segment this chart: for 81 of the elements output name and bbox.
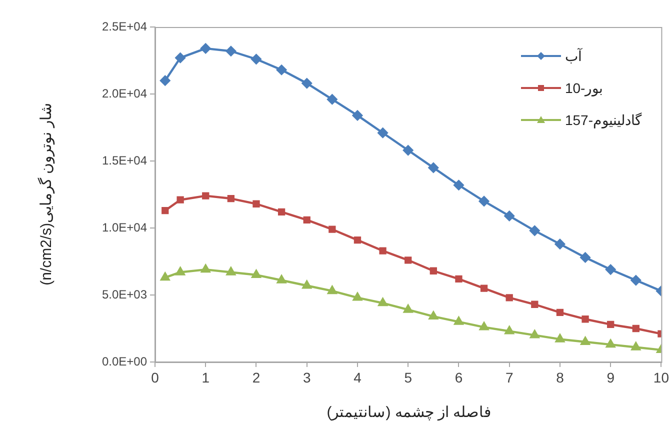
- point: [328, 226, 336, 233]
- point: [580, 336, 590, 345]
- point: [580, 252, 590, 263]
- point: [554, 238, 566, 250]
- point: [354, 236, 362, 244]
- point: [162, 207, 169, 214]
- x-tick-label: 8: [556, 369, 564, 386]
- x-tick-label: 3: [302, 369, 311, 386]
- point: [328, 286, 337, 294]
- x-tick-label: 10: [653, 369, 670, 386]
- point: [531, 300, 538, 308]
- point: [379, 247, 386, 254]
- point: [454, 316, 464, 325]
- y-tick-label: 5.0E+03: [102, 287, 148, 302]
- x-tick-label: 7: [505, 369, 514, 386]
- point: [555, 334, 565, 342]
- point: [302, 78, 312, 88]
- y-tick-label: 2.0E+04: [102, 86, 148, 100]
- x-tick-label: 2: [252, 369, 260, 386]
- point: [160, 272, 170, 281]
- point: [200, 43, 211, 54]
- x-tick-label: 5: [404, 369, 412, 386]
- x-tick-label: 1: [202, 369, 210, 386]
- point: [556, 308, 564, 316]
- point: [430, 267, 437, 274]
- point: [404, 304, 413, 313]
- point: [160, 76, 170, 86]
- legend-label: گادلینیوم-157: [564, 112, 642, 128]
- point: [175, 52, 186, 63]
- point: [504, 326, 514, 334]
- point: [378, 298, 388, 306]
- point: [479, 322, 489, 330]
- x-axis-title: فاصله از چشمه (سانتیمتر): [326, 403, 492, 421]
- x-tick-label: 4: [354, 369, 362, 386]
- point: [276, 64, 287, 75]
- point: [276, 275, 286, 284]
- point: [404, 256, 412, 264]
- point: [352, 292, 362, 301]
- point: [478, 196, 490, 206]
- point: [201, 264, 210, 273]
- point: [202, 192, 210, 200]
- point: [607, 320, 614, 328]
- point: [176, 267, 185, 276]
- x-tick-label: 9: [606, 369, 615, 386]
- point: [428, 311, 438, 320]
- y-tick-label: 1.5E+04: [102, 153, 148, 168]
- point: [278, 208, 286, 216]
- point: [480, 284, 488, 292]
- point: [428, 162, 439, 173]
- legend-label: آب: [564, 48, 582, 64]
- point: [606, 339, 616, 348]
- point: [530, 330, 540, 338]
- point: [226, 267, 236, 276]
- y-tick-label: 0.0E+00: [102, 354, 148, 368]
- point: [378, 128, 388, 138]
- point: [504, 210, 514, 222]
- y-axis-title: شار نوترون گرمایی(n/cm2/s): [37, 102, 55, 286]
- legend-label: بور-10: [564, 80, 604, 96]
- point: [226, 46, 236, 56]
- point: [327, 94, 338, 104]
- point: [176, 196, 184, 204]
- point: [455, 275, 462, 282]
- point: [605, 264, 616, 275]
- x-tick-label: 6: [454, 369, 463, 386]
- point: [582, 316, 589, 323]
- point: [352, 110, 363, 121]
- point: [252, 200, 260, 208]
- point: [403, 145, 414, 156]
- point: [251, 54, 262, 64]
- point: [632, 324, 640, 332]
- point: [454, 180, 464, 190]
- y-tick-label: 1.0E+04: [102, 220, 148, 234]
- point: [530, 226, 540, 236]
- point: [506, 294, 513, 302]
- y-tick-label: 2.5E+04: [102, 19, 148, 34]
- point: [227, 194, 235, 202]
- x-tick-label: 0: [151, 369, 160, 386]
- point: [303, 216, 310, 224]
- point: [630, 275, 642, 286]
- point: [631, 342, 640, 350]
- point: [252, 270, 261, 278]
